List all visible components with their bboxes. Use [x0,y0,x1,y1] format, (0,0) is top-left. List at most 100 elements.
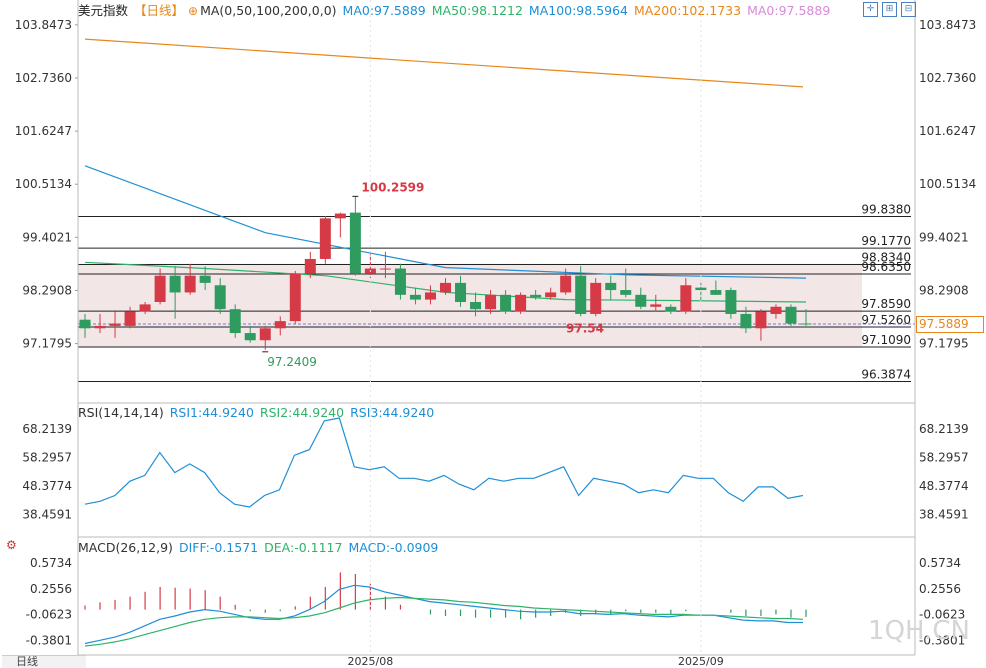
candle-body [334,213,346,219]
candle-body [590,282,602,314]
rsi-tick-left: 38.4591 [22,507,72,521]
rsi-line [84,417,804,508]
watermark: 1QH.CN [868,616,970,646]
rsi-tick-left: 68.2139 [22,422,72,436]
rsi-item-2: RSI3:44.9240 [350,405,435,420]
zoom-out-icon[interactable]: ⊟ [901,2,916,17]
price-tick-right: 103.8473 [919,18,976,32]
candle-body [725,290,737,314]
price-tick-right: 99.4021 [919,230,969,244]
zoom-in-icon[interactable]: ⊞ [882,2,897,17]
high-annotation: 100.2599 [361,180,424,194]
level-label: 97.5260 [861,313,911,327]
chart-toolbar: ✛ ⊞ ⊟ [863,2,916,17]
candle-body [470,302,482,310]
macd-dea-line [84,596,804,647]
macd-tick-right: -0.3801 [919,633,965,647]
candle-body [485,294,497,310]
macd-item-2: MACD:-0.0909 [348,540,439,555]
ma-item-3: MA200:102.1733 [634,3,742,18]
candle-body [394,268,406,295]
candle-body [740,313,752,329]
macd-tick-left: -0.3801 [26,633,72,647]
candle-body [79,319,91,329]
rsi-item-0: RSI1:44.9240 [169,405,254,420]
low-annotation: 97.2409 [267,355,317,369]
ma-params: MA(0,50,100,200,0,0) [200,3,337,18]
rsi-item-1: RSI2:44.9240 [259,405,345,420]
rsi-tick-right: 38.4591 [919,507,969,521]
price-tick-right: 98.2908 [919,283,969,297]
price-tick-right: 101.6247 [919,124,976,138]
candle-body [184,275,196,293]
candle-body [244,333,256,341]
rsi-pane: 68.2139 68.2139 58.2957 58.2957 48.3774 48.37… [22,417,969,521]
x-tick-label: 2025/08 [348,655,394,667]
price-tick-left: 100.5134 [15,177,72,191]
macd-pane: 0.5734 0.5734 0.2556 0.2556 -0.0623 -0.0623 -0… [26,556,966,647]
settings-gear-icon[interactable]: ⚙ [6,538,17,552]
macd-header: MACD(26,12,9) DIFF:-0.1571 DEA:-0.1117 MACD… [78,540,450,556]
candle-body [349,212,361,274]
rsi-tick-right: 68.2139 [919,422,969,436]
rsi-tick-right: 48.3774 [919,479,969,493]
candle-body [379,268,391,270]
rsi-params: RSI(14,14,14) [78,405,164,420]
crosshair-icon[interactable]: ✛ [863,2,878,17]
macd-diff-line [84,584,803,645]
price-tick-right: 97.1795 [919,337,969,351]
rsi-tick-left: 58.2957 [22,450,72,464]
candle-body [680,285,692,312]
candle-body [560,275,572,293]
candle-body [94,325,106,329]
candle-body [319,218,331,259]
price-tick-left: 98.2908 [22,283,72,297]
rsi-tick-right: 58.2957 [919,450,969,464]
candle-body [139,304,151,312]
level-label: 96.3874 [861,367,911,381]
current-price-tag: 97.5889 [916,316,984,334]
candle-body [770,306,782,314]
candle-body [259,328,271,341]
macd-tick-right: -0.0623 [919,608,965,622]
candle-body [620,290,632,295]
candle-body [154,275,166,302]
x-axis: 2025/08 2025/09 [348,0,724,667]
candle-body [605,282,617,291]
ma200-line [84,38,804,88]
rsi-tick-left: 48.3774 [22,479,72,493]
candle-body [169,275,181,293]
candle-body [455,282,467,302]
add-indicator-icon[interactable]: ⊕ [188,4,199,18]
period-selector-button[interactable]: 日线 [2,655,86,668]
candle-body [710,290,722,295]
candle-body [695,287,707,291]
ma-item-2: MA100:98.5964 [528,3,629,18]
ma-item-4: MA0:97.5889 [747,3,831,18]
candle-body [440,282,451,293]
period-label[interactable]: 【日线】 [134,3,185,18]
candle-body [214,285,226,310]
candle-body [545,292,557,298]
candle-body [274,321,286,329]
x-tick-label: 2025/09 [678,655,724,667]
macd-tick-left: -0.0623 [26,608,72,622]
level-label: 98.8340 [861,251,911,265]
candle-body [530,294,542,298]
price-tick-left: 103.8473 [15,18,72,32]
candle-body [665,306,677,312]
macd-tick-left: 0.2556 [30,582,72,596]
price-pane: 103.8473 103.8473 102.7360 102.7360 101.6247… [15,18,976,382]
price-tick-left: 101.6247 [15,124,72,138]
candle-body [289,273,301,322]
macd-item-0: DIFF:-0.1571 [178,540,259,555]
candle-body [650,304,662,307]
macd-tick-left: 0.5734 [30,556,72,570]
candle-body [409,294,421,300]
candle-body [124,311,136,326]
candle-body [424,292,436,300]
price-header: 美元指数 【日线】 ⊕ MA(0,50,100,200,0,0) MA0:97.5889… [0,2,842,20]
ma-item-1: MA50:98.1212 [431,3,523,18]
ma-item-0: MA0:97.5889 [342,3,426,18]
